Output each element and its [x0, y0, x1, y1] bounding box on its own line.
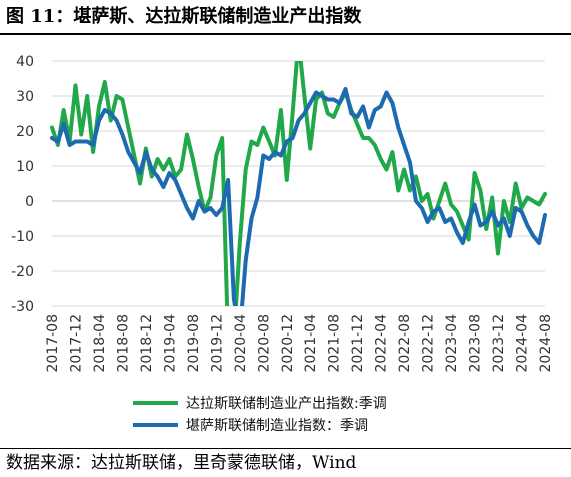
- x-tick-label: 2018-12: [139, 314, 155, 373]
- x-tick-labels: 2017-08 2017-12 2018-04 2018-08 2018-12 2019-…: [45, 314, 554, 373]
- x-tick-label: 2024-04: [515, 314, 531, 373]
- x-tick-label: 2021-08: [327, 314, 343, 373]
- y-tick-label: -20: [11, 264, 34, 280]
- source-divider: [0, 448, 571, 449]
- x-tick-label: 2017-12: [68, 314, 84, 373]
- x-tick-label: 2023-08: [468, 314, 484, 373]
- y-tick-label: 40: [16, 54, 34, 70]
- x-tick-label: 2020-04: [233, 314, 249, 373]
- gridlines: [52, 60, 545, 307]
- y-tick-labels: -30 -20 -10 0 10 20 30 40: [11, 54, 34, 315]
- legend-label-dallas: 达拉斯联储制造业产出指数:季调: [186, 396, 387, 412]
- y-tick-label: 30: [16, 89, 34, 105]
- x-tick-label: 2020-12: [280, 314, 296, 373]
- x-tick-label: 2018-08: [115, 314, 131, 373]
- series-lines: [50, 61, 547, 306]
- legend-label-kansas: 堪萨斯联储制造业指数：季调: [186, 418, 368, 434]
- x-tick-label: 2017-08: [45, 314, 61, 373]
- series-line-kansas: [50, 87, 547, 306]
- x-tick-label: 2022-04: [374, 314, 390, 373]
- title-divider: [0, 33, 571, 35]
- x-tick-label: 2018-04: [92, 314, 108, 373]
- series-line-dallas: [50, 61, 547, 306]
- line-chart: -30 -20 -10 0 10 20 30 40 2017-08 2017-12 2018-04…: [11, 54, 554, 434]
- y-tick-label: 0: [25, 194, 34, 210]
- legend: 达拉斯联储制造业产出指数:季调 堪萨斯联储制造业指数：季调: [133, 396, 387, 434]
- x-tick-label: 2021-04: [303, 314, 319, 373]
- x-tick-label: 2019-04: [162, 314, 178, 373]
- y-tick-label: -10: [11, 229, 34, 245]
- y-tick-label: 20: [16, 124, 34, 140]
- x-tick-label: 2023-04: [444, 314, 460, 373]
- x-tick-label: 2023-12: [491, 314, 507, 373]
- chart-title: 图 11：堪萨斯、达拉斯联储制造业产出指数: [6, 6, 362, 27]
- y-tick-label: 10: [16, 159, 34, 175]
- y-tick-label: -30: [11, 299, 34, 315]
- x-tick-label: 2022-12: [421, 314, 437, 373]
- x-tick-label: 2024-08: [538, 314, 554, 373]
- x-tick-label: 2021-12: [350, 314, 366, 373]
- x-tick-label: 2019-12: [209, 314, 225, 373]
- x-tick-label: 2020-08: [256, 314, 272, 373]
- x-tick-label: 2019-08: [186, 314, 202, 373]
- source-note: 数据来源：达拉斯联储，里奇蒙德联储，Wind: [6, 453, 357, 473]
- x-tick-label: 2022-08: [397, 314, 413, 373]
